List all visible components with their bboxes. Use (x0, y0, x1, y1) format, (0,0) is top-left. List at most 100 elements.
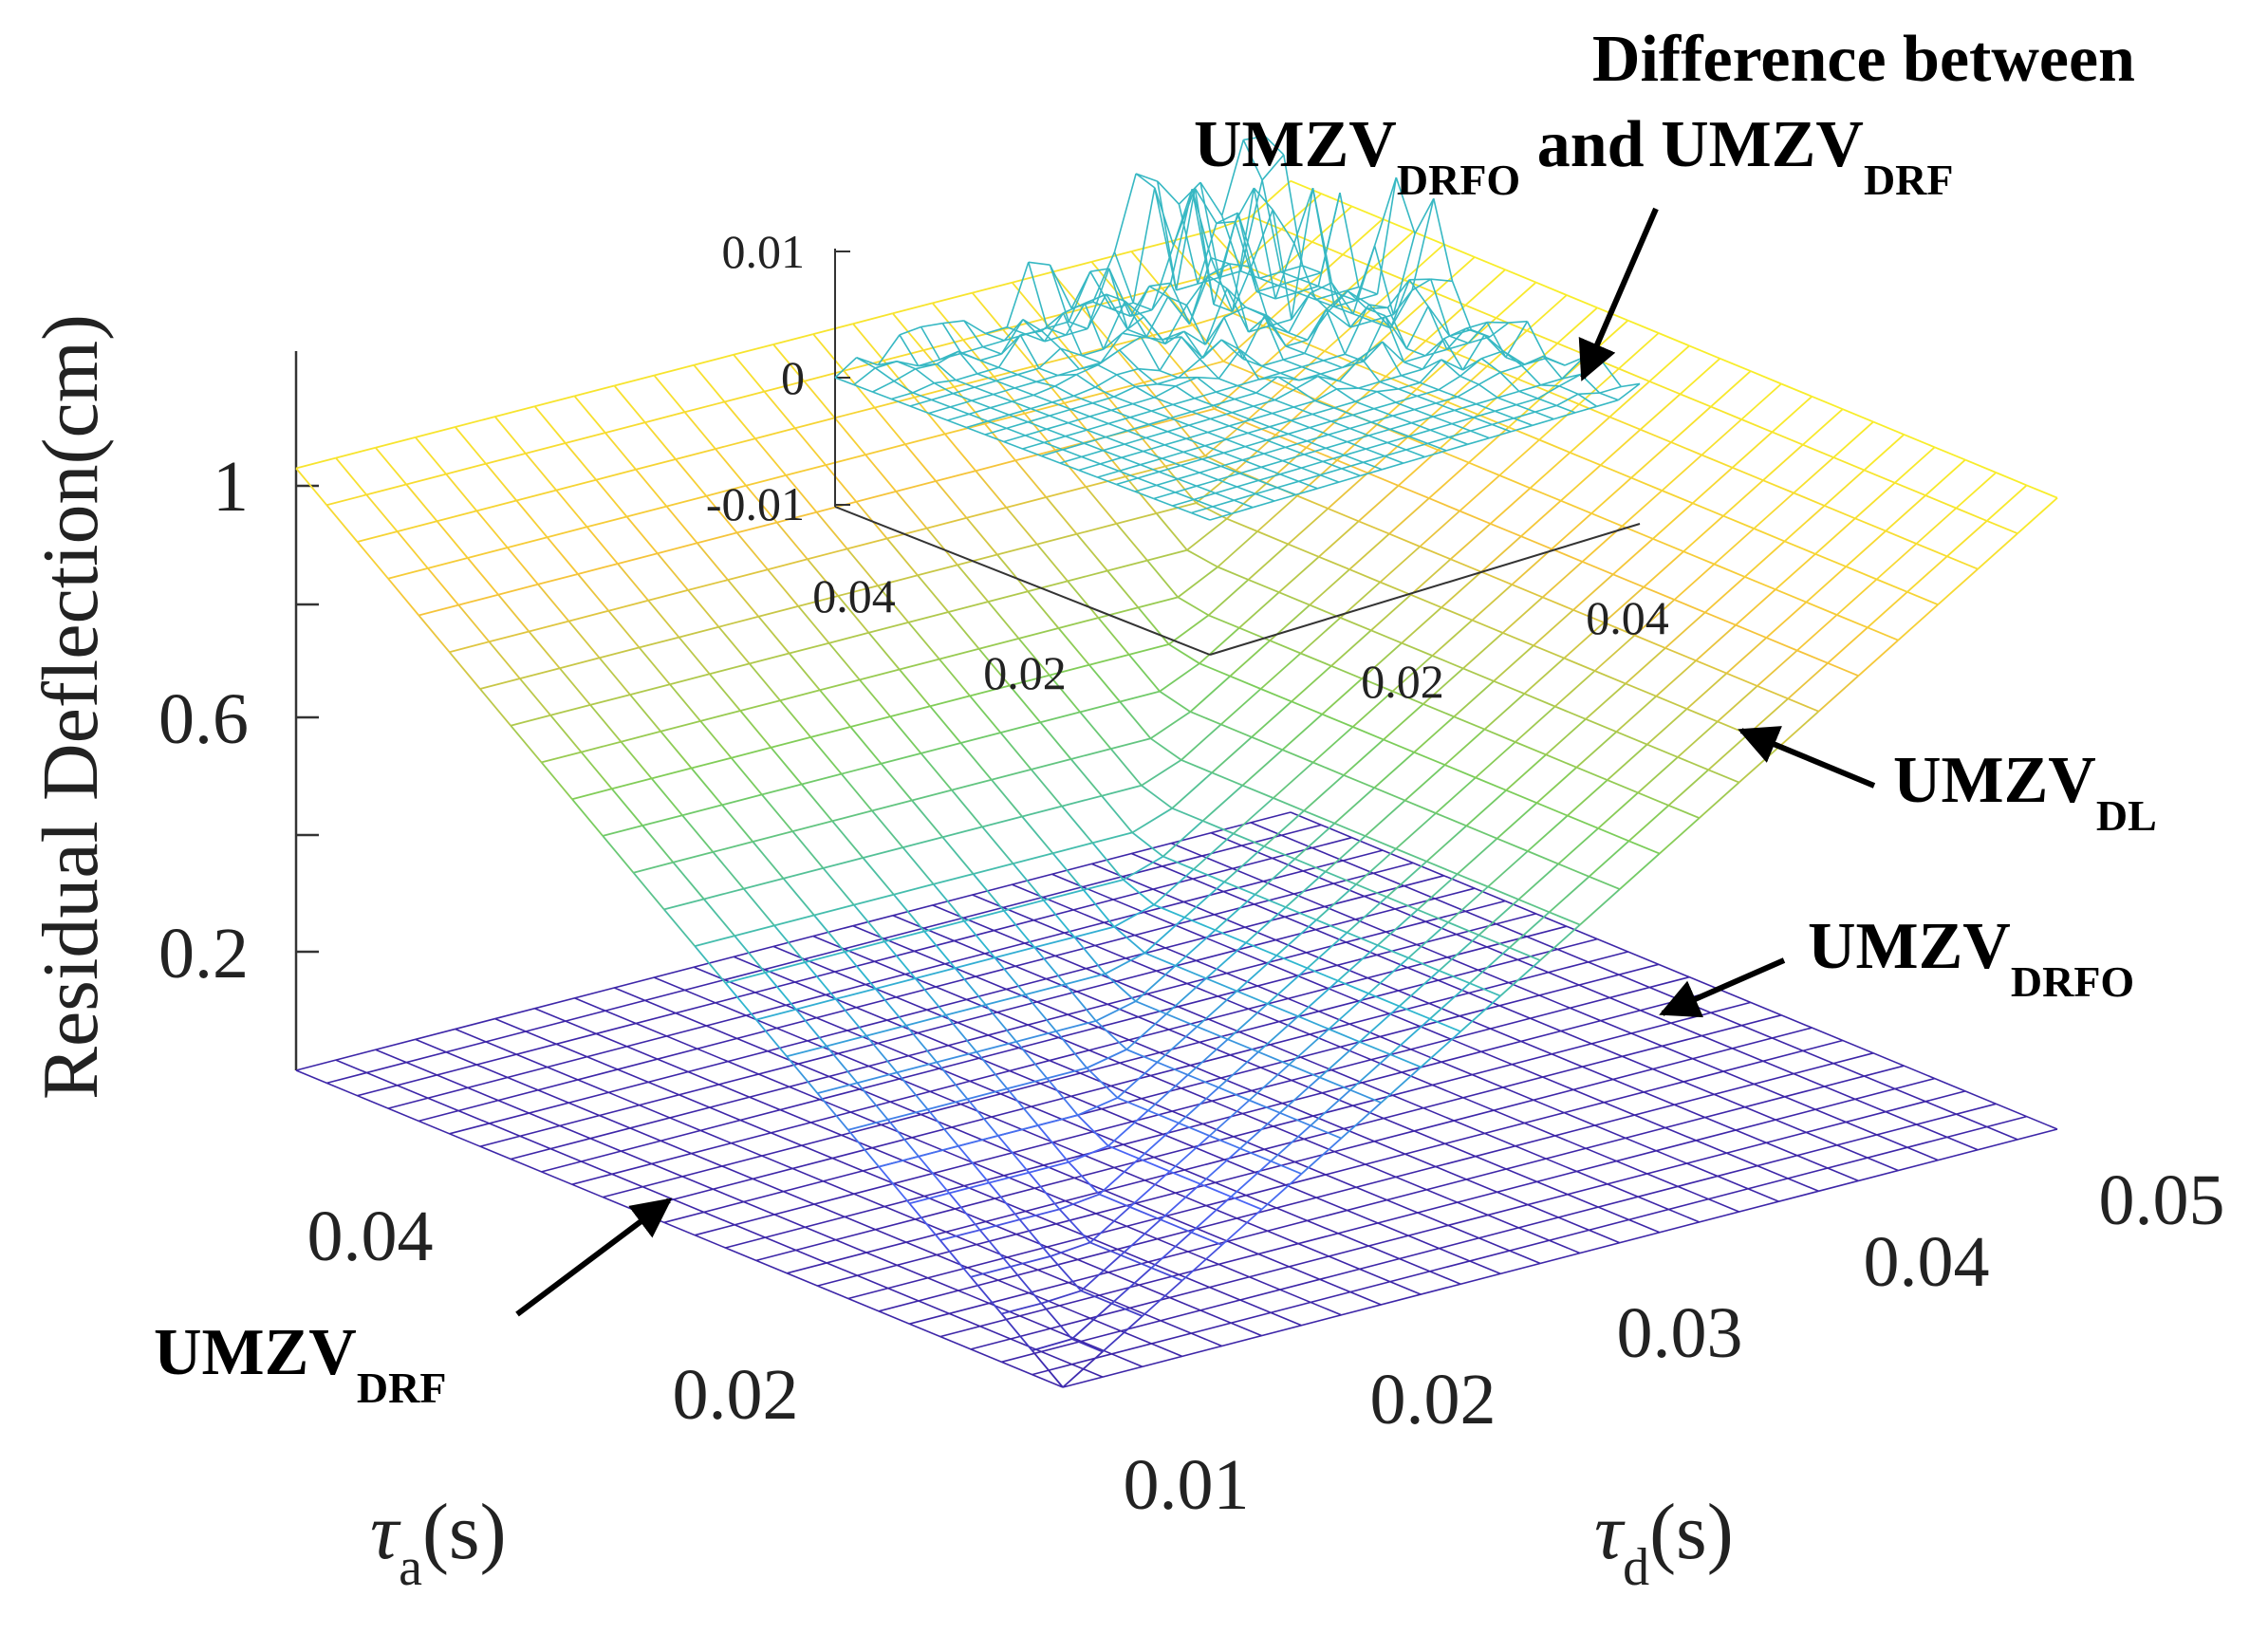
inset-mesh-edge (1248, 314, 1268, 333)
mesh-edge (935, 480, 968, 519)
mesh-edge (415, 426, 455, 438)
inset-mesh-edge (1256, 285, 1279, 293)
mesh-edge (908, 611, 949, 623)
mesh-edge (797, 605, 830, 644)
mesh-edge (445, 462, 487, 475)
mesh-edge (1640, 428, 1672, 443)
inset-mesh-edge (1124, 300, 1147, 338)
mesh-edge (1475, 776, 1507, 791)
inset-mesh-edge (1376, 176, 1398, 295)
mesh-edge (1340, 1102, 1382, 1140)
mesh-edge (1367, 993, 1400, 1008)
mesh-edge (773, 914, 815, 927)
mesh-edge (1365, 799, 1406, 837)
mesh-edge (1051, 261, 1092, 273)
umzv-dl-arrow (1738, 726, 1876, 789)
mesh-edge (1419, 546, 1451, 561)
mesh-edge (485, 453, 527, 465)
mesh-edge (1069, 758, 1103, 797)
mesh-edge (856, 491, 897, 503)
inset-mesh-edge (1404, 355, 1426, 363)
inset-mesh-edge (1398, 381, 1421, 390)
mesh-edge (721, 804, 753, 843)
mesh-edge (1490, 523, 1522, 538)
mesh-edge (1135, 1000, 1167, 1015)
inset-mesh-edge (1196, 478, 1218, 487)
mesh-edge (936, 1050, 977, 1064)
mesh-edge (734, 935, 767, 974)
inset-mesh-edge (1113, 251, 1134, 304)
inset-z-tick-label: -0.01 (706, 477, 805, 530)
mesh-edge (812, 323, 854, 335)
mesh-edge (936, 1061, 969, 1100)
mesh-edge (1701, 418, 1742, 456)
mesh-edge (923, 930, 957, 969)
mesh-edge (1196, 990, 1237, 1028)
inset-mesh-edge (877, 334, 901, 366)
floor-grid-line (786, 1014, 1782, 1274)
inset-mesh-edge (1057, 368, 1080, 377)
mesh-edge (847, 1129, 880, 1168)
mesh-edge (883, 349, 924, 362)
mesh-edge (735, 531, 769, 570)
inset-mesh-edge (1140, 336, 1161, 371)
mesh-edge (555, 490, 588, 528)
mesh-edge (817, 1082, 858, 1094)
mesh-edge (1125, 1049, 1158, 1064)
inset-mesh-edge (1213, 304, 1234, 313)
mesh-edge (1373, 752, 1415, 789)
inset-mesh-edge (1492, 423, 1512, 433)
mesh-edge (632, 872, 665, 910)
inset-mesh-edge (1451, 422, 1471, 432)
mesh-edge (1135, 965, 1177, 1002)
mesh-edge (1039, 721, 1072, 760)
mesh-edge (1027, 590, 1060, 629)
inset-mesh-edge (1197, 376, 1219, 380)
inset-mesh-edge (1216, 391, 1236, 400)
mesh-edge (635, 469, 668, 508)
inset-mesh-edge (1510, 424, 1534, 433)
inset-mesh-edge (1218, 213, 1239, 278)
inset-mesh-edge (1245, 306, 1268, 317)
mesh-edge (1695, 624, 1737, 661)
mesh-edge (1556, 342, 1589, 358)
inset-mesh-edge (1212, 506, 1232, 515)
mesh-edge (727, 579, 760, 618)
mesh-edge (914, 977, 947, 1016)
mesh-edge (1248, 579, 1280, 594)
inset-mesh-edge (1384, 455, 1404, 464)
mesh-edge (1346, 896, 1388, 934)
inset-mesh-edge (1304, 454, 1324, 463)
mesh-edge (1079, 711, 1112, 750)
mesh-edge (754, 427, 796, 440)
inset-mesh-edge (1097, 470, 1120, 478)
mesh-edge (546, 536, 579, 575)
mesh-edge (1011, 282, 1044, 320)
inset-mesh-edge (1253, 187, 1276, 300)
mesh-edge (1325, 870, 1357, 885)
inset-mesh-edge (1505, 356, 1525, 365)
inset-mesh-edge (1537, 385, 1560, 399)
mesh-edge (812, 333, 845, 372)
mesh-edge (1443, 728, 1486, 766)
inset-mesh-edge (1288, 332, 1309, 342)
mesh-edge (1191, 1231, 1223, 1246)
mesh-edge (723, 400, 756, 439)
inset-mesh-edge (1062, 449, 1082, 458)
inset-mesh-edge (960, 352, 981, 362)
mesh-edge (1229, 675, 1261, 690)
mesh-edge (709, 662, 751, 676)
mesh-edge (1348, 532, 1390, 570)
mesh-edge (467, 547, 508, 559)
mesh-edge (883, 940, 917, 979)
inset-mesh-edge (1226, 288, 1247, 308)
mesh-edge (1802, 443, 1834, 458)
mesh-edge (1365, 835, 1397, 850)
inset-mesh-edge (1132, 302, 1153, 311)
mesh-edge (1459, 474, 1500, 512)
mesh-edge (893, 882, 934, 896)
inset-mesh-edge (1022, 319, 1046, 343)
mesh-edge (529, 620, 569, 633)
mesh-edge (581, 740, 622, 753)
inset-mesh-edge (1261, 359, 1284, 367)
